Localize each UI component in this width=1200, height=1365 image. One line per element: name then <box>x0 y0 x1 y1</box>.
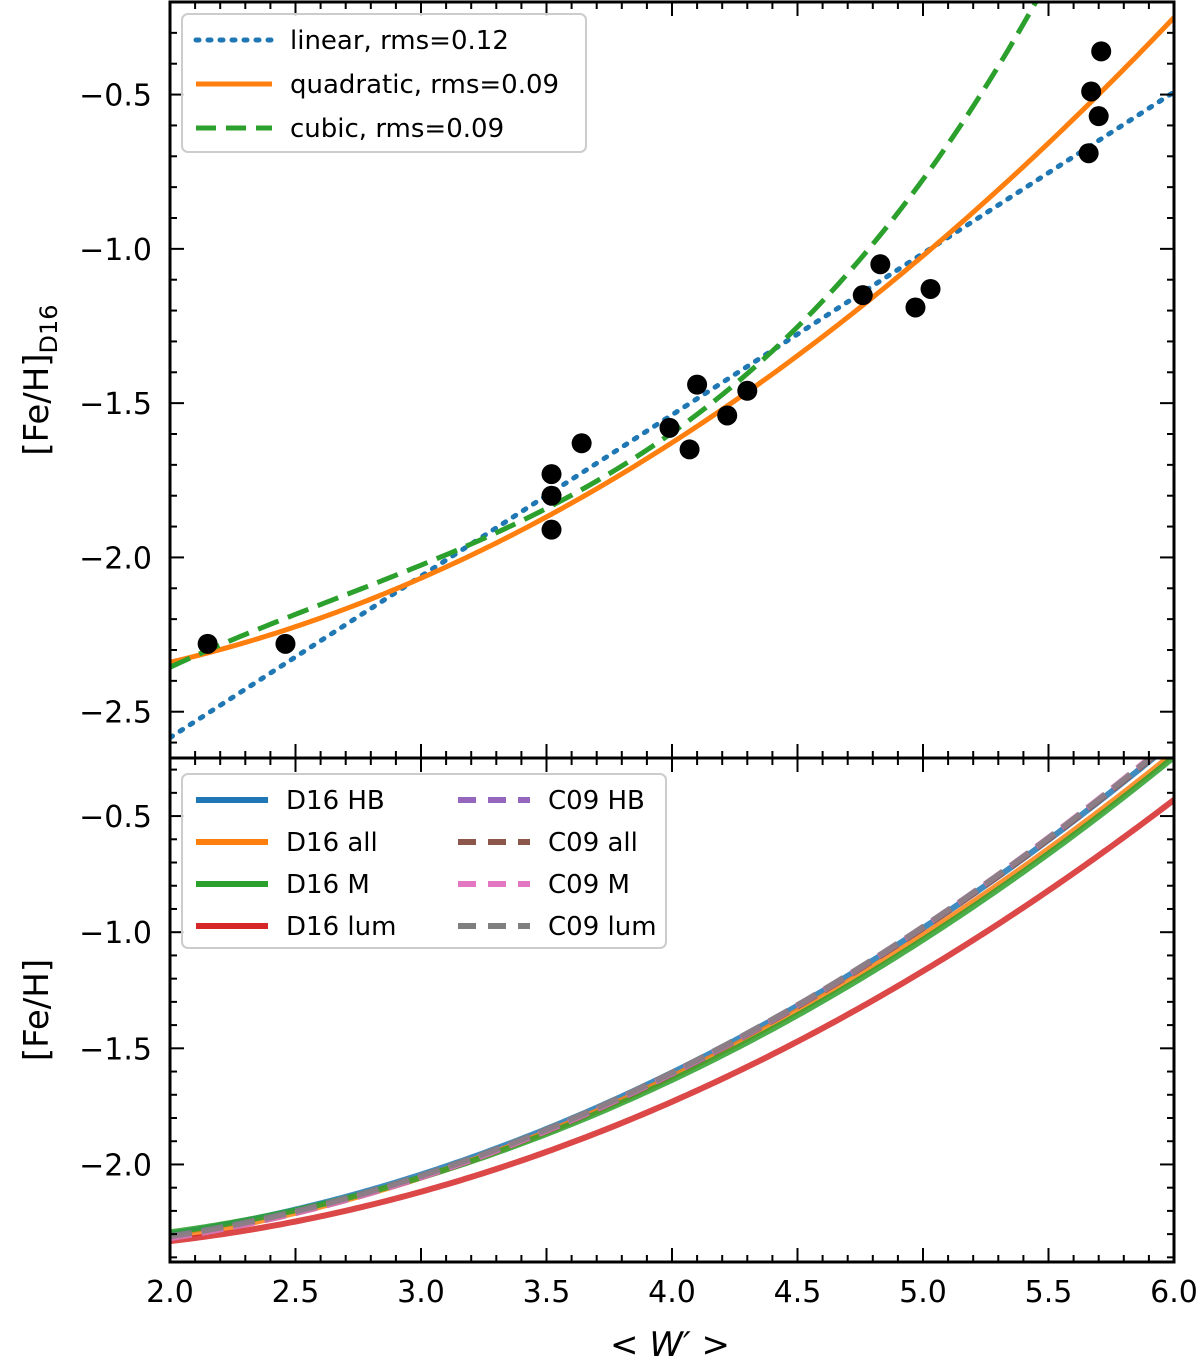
y-tick-label: −0.5 <box>79 79 152 114</box>
legend-label: D16 all <box>286 828 378 858</box>
data-point <box>687 374 708 395</box>
data-point <box>870 254 891 275</box>
x-tick-label: 3.5 <box>523 1275 571 1310</box>
data-point <box>197 633 218 654</box>
top-points-layer <box>197 41 1112 654</box>
data-point <box>541 464 562 485</box>
y-tick-label: −1.5 <box>79 1032 152 1067</box>
data-point <box>1081 81 1102 102</box>
legend-label: quadratic, rms=0.09 <box>290 70 559 100</box>
y-tick-label: −2.0 <box>79 1148 152 1183</box>
top-y-axis-label: [Fe/H]D16 <box>17 304 63 455</box>
series-line-c09-lum <box>170 758 1156 1240</box>
top-y-axis-label-main: [Fe/H] <box>17 353 57 455</box>
data-point <box>275 633 296 654</box>
data-point <box>541 519 562 540</box>
x-tick-label: 4.0 <box>648 1275 696 1310</box>
y-tick-label: −1.0 <box>79 233 152 268</box>
series-line-quadratic-rms-0-09 <box>170 15 1174 665</box>
data-point <box>571 433 592 454</box>
bottom-y-axis-label: [Fe/H] <box>17 959 57 1061</box>
top-legend: linear, rms=0.12 quadratic, rms=0.09 cubic… <box>181 13 587 153</box>
y-tick-label: −2.5 <box>79 696 152 731</box>
legend-label: C09 HB <box>548 786 645 816</box>
series-line-linear-rms-0-12 <box>170 89 1174 741</box>
legend-label: C09 M <box>548 870 630 900</box>
data-point <box>1078 143 1099 164</box>
bottom-panel: 2.0 2.5 3.0 3.5 4.0 4.5 5.0 5.5 6.0 −2.0 −1.5 −1.0 −… <box>17 756 1198 1365</box>
data-point <box>920 278 941 299</box>
bottom-ticks-layer: 2.0 2.5 3.0 3.5 4.0 4.5 5.0 5.5 6.0 −2.0 −1.5 −1.0 −… <box>79 756 1198 1310</box>
y-tick-label: −0.5 <box>79 800 152 835</box>
legend-label: linear, rms=0.12 <box>290 26 509 56</box>
data-point <box>905 297 926 318</box>
data-point <box>737 380 758 401</box>
series-line-d16-lum <box>170 797 1174 1245</box>
legend-label: C09 all <box>548 828 638 858</box>
top-panel: −2.5 −2.0 −1.5 −1.0 −0.5 linear, rms=0.12 qua… <box>17 0 1176 760</box>
x-tick-label: 5.0 <box>899 1275 947 1310</box>
data-point <box>679 439 700 460</box>
x-tick-label: 3.0 <box>397 1275 445 1310</box>
x-tick-label: 5.5 <box>1025 1275 1073 1310</box>
x-axis-label: < W′ > <box>610 1325 730 1365</box>
data-point <box>852 285 873 306</box>
data-point <box>717 405 738 426</box>
y-tick-label: −1.0 <box>79 916 152 951</box>
y-tick-label: −2.0 <box>79 541 152 576</box>
y-tick-label: −1.5 <box>79 387 152 422</box>
bottom-series-layer <box>170 758 1174 1245</box>
legend-box <box>181 13 587 153</box>
legend-label: D16 M <box>286 870 370 900</box>
x-tick-label: 2.5 <box>272 1275 320 1310</box>
legend-label: cubic, rms=0.09 <box>290 114 504 144</box>
top-y-axis-label-subscript: D16 <box>35 304 63 353</box>
data-point <box>541 485 562 506</box>
legend-label: C09 lum <box>548 912 657 942</box>
x-tick-label: 6.0 <box>1150 1275 1198 1310</box>
data-point <box>659 417 680 438</box>
top-ticks-layer: −2.5 −2.0 −1.5 −1.0 −0.5 <box>79 0 1176 760</box>
legend-label: D16 HB <box>286 786 385 816</box>
legend-label: D16 lum <box>286 912 396 942</box>
data-point <box>1091 41 1112 62</box>
bottom-legend: D16 HB D16 all D16 M D16 lum C09 HB C09 all C0… <box>181 773 667 949</box>
x-tick-label: 4.5 <box>774 1275 822 1310</box>
legend-box <box>181 773 667 949</box>
data-point <box>1088 106 1109 127</box>
x-tick-label: 2.0 <box>146 1275 194 1310</box>
